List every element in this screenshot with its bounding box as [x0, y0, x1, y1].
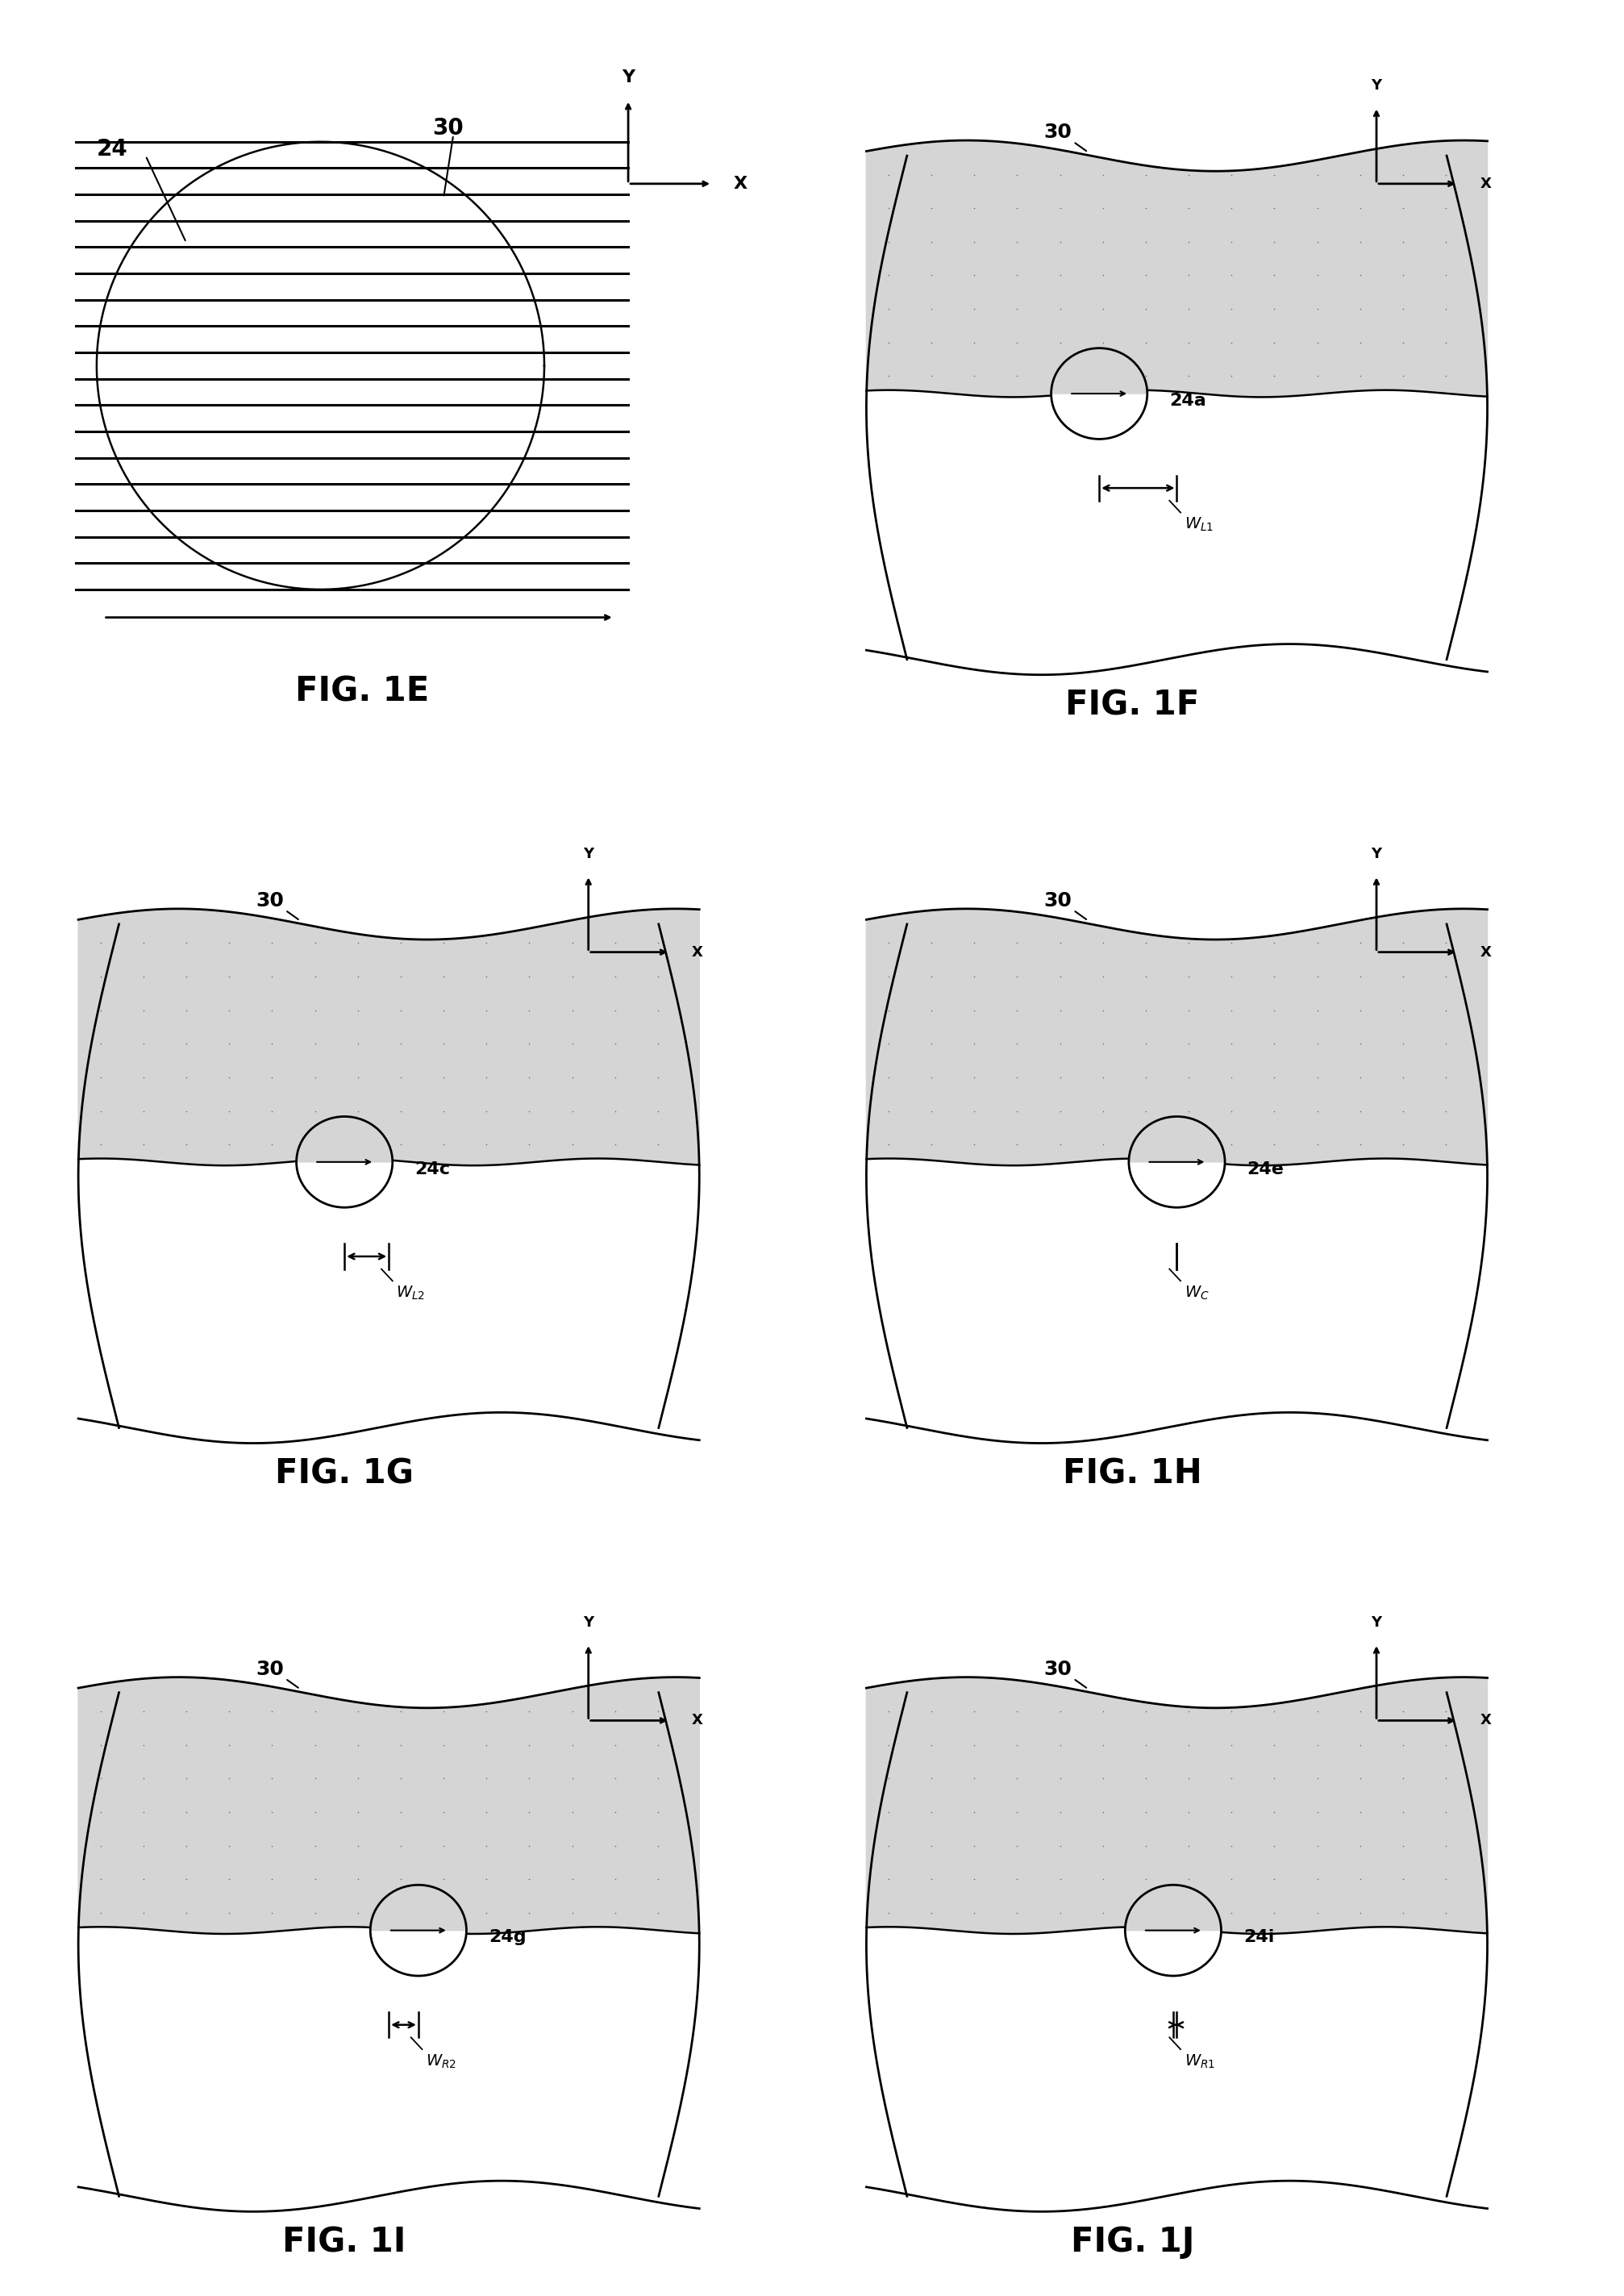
Text: X: X: [692, 946, 703, 960]
Text: 30: 30: [1043, 891, 1072, 912]
Polygon shape: [78, 1676, 698, 1933]
Text: FIG. 1J: FIG. 1J: [1070, 2225, 1194, 2259]
Text: X: X: [1479, 1713, 1491, 1729]
Polygon shape: [866, 909, 1486, 1166]
Text: $W_{L1}$: $W_{L1}$: [1184, 517, 1213, 533]
Text: 30: 30: [255, 1660, 284, 1678]
Circle shape: [370, 1885, 466, 1977]
Text: $W_{R2}$: $W_{R2}$: [425, 2053, 456, 2071]
Text: 30: 30: [1043, 1660, 1072, 1678]
Polygon shape: [866, 140, 1486, 397]
Polygon shape: [866, 1159, 1486, 1444]
Circle shape: [296, 1116, 393, 1208]
Circle shape: [1124, 1885, 1221, 1977]
Text: FIG. 1G: FIG. 1G: [274, 1458, 414, 1490]
Text: Y: Y: [1371, 78, 1380, 92]
Text: Y: Y: [583, 1614, 593, 1630]
Polygon shape: [78, 1159, 698, 1444]
Polygon shape: [1124, 1885, 1221, 1931]
Text: 30: 30: [255, 891, 284, 912]
Text: X: X: [1479, 177, 1491, 191]
Text: 24c: 24c: [414, 1162, 450, 1178]
Polygon shape: [78, 1926, 698, 2211]
Text: $W_{R1}$: $W_{R1}$: [1184, 2053, 1215, 2071]
Text: Y: Y: [583, 847, 593, 861]
Text: 24: 24: [96, 138, 128, 161]
Circle shape: [1051, 349, 1147, 439]
Text: $W_{L2}$: $W_{L2}$: [396, 1283, 425, 1302]
Polygon shape: [78, 909, 698, 1166]
Text: X: X: [1479, 946, 1491, 960]
Polygon shape: [296, 1116, 393, 1162]
Text: FIG. 1E: FIG. 1E: [296, 675, 429, 709]
Polygon shape: [1129, 1116, 1224, 1162]
Text: 24g: 24g: [489, 1929, 526, 1945]
Text: 30: 30: [1043, 124, 1072, 142]
Text: 30: 30: [432, 117, 463, 140]
Text: Y: Y: [1371, 1614, 1380, 1630]
Polygon shape: [866, 390, 1486, 675]
Polygon shape: [370, 1885, 466, 1931]
Circle shape: [1129, 1116, 1224, 1208]
Text: FIG. 1H: FIG. 1H: [1062, 1458, 1202, 1490]
Polygon shape: [866, 1926, 1486, 2211]
Text: X: X: [732, 177, 747, 193]
Text: 24a: 24a: [1169, 393, 1205, 409]
Text: Y: Y: [622, 69, 635, 85]
Text: FIG. 1F: FIG. 1F: [1065, 689, 1199, 723]
Text: FIG. 1I: FIG. 1I: [283, 2225, 406, 2259]
Polygon shape: [866, 1676, 1486, 1933]
Text: $W_C$: $W_C$: [1184, 1283, 1208, 1302]
Text: X: X: [692, 1713, 703, 1729]
Text: 24e: 24e: [1247, 1162, 1283, 1178]
Text: 24i: 24i: [1242, 1929, 1273, 1945]
Text: Y: Y: [1371, 847, 1380, 861]
Polygon shape: [1051, 349, 1147, 393]
